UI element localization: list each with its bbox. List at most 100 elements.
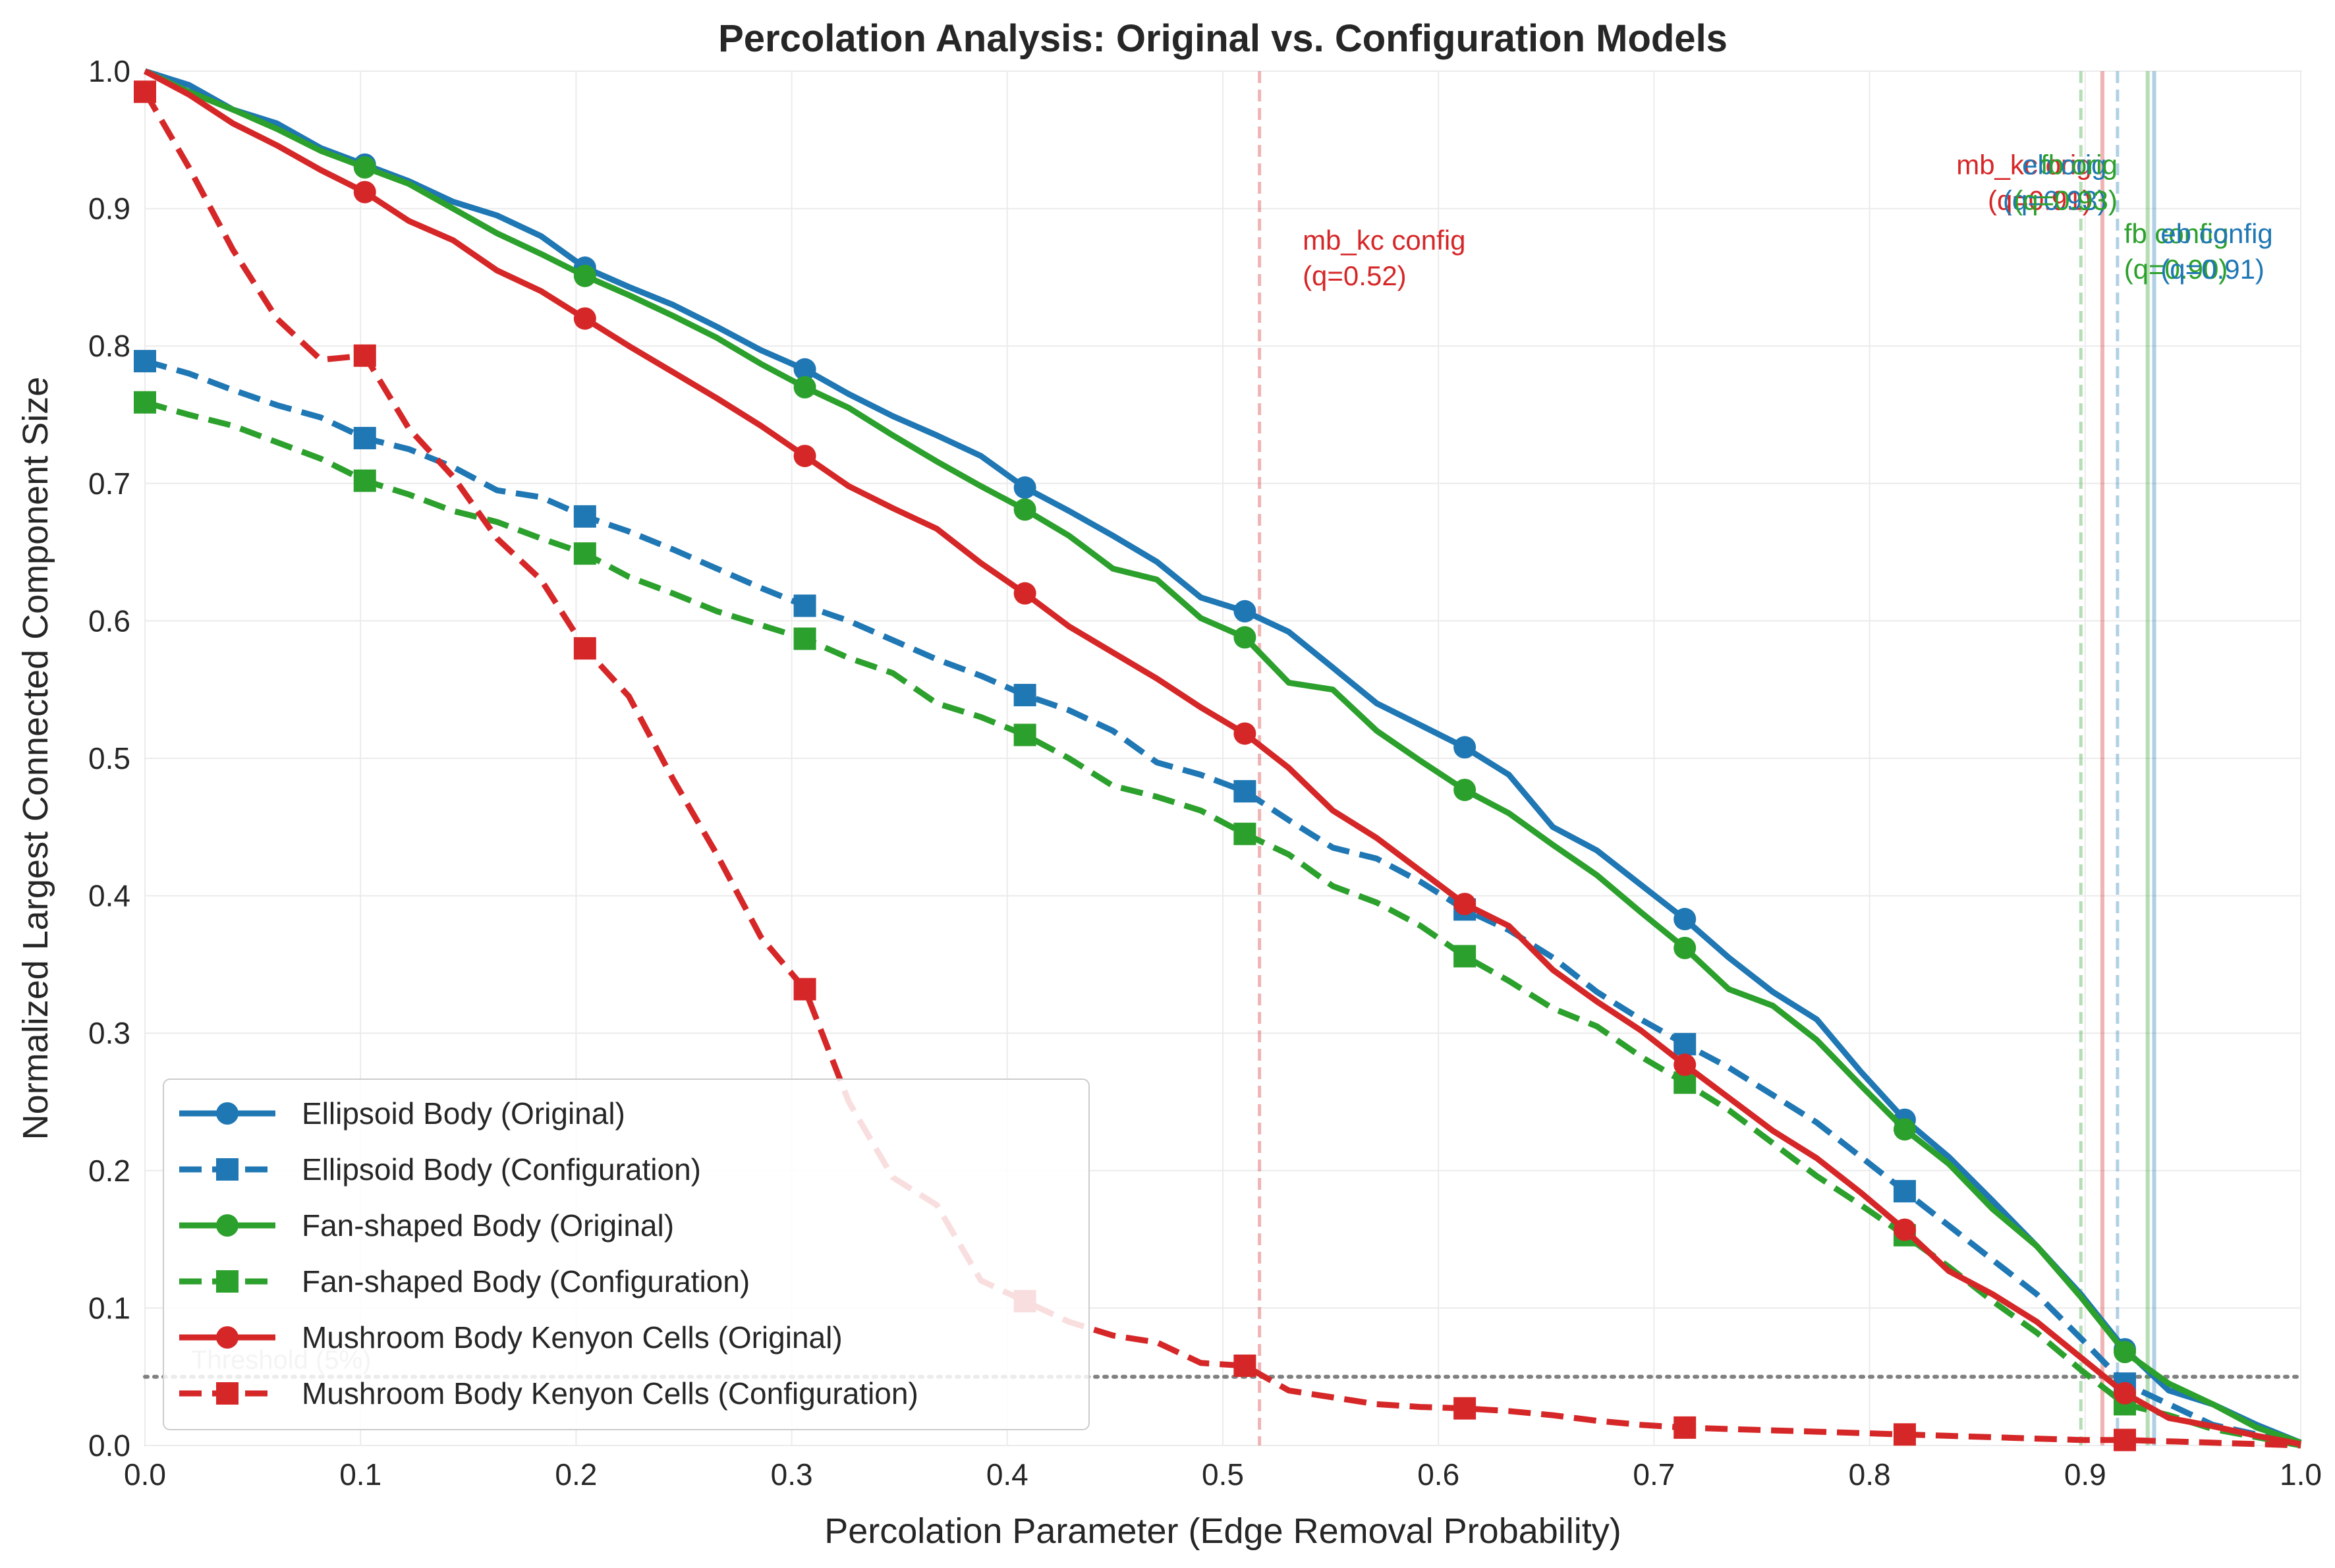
- data-point: [353, 156, 376, 179]
- legend-label: Ellipsoid Body (Original): [302, 1096, 625, 1131]
- data-point: [1674, 1032, 1697, 1055]
- series-line: [144, 68, 2302, 1446]
- series-line: [143, 69, 2301, 1447]
- series-line: [142, 90, 2301, 1449]
- legend: Ellipsoid Body (Original) Ellipsoid Body …: [163, 1078, 1090, 1430]
- legend-box: [163, 1078, 1090, 1430]
- data-point: [1453, 945, 1477, 968]
- x-axis-label: Percolation Parameter (Edge Removal Prob…: [824, 1511, 1621, 1551]
- series-line: [144, 399, 2301, 1449]
- data-point: [1013, 476, 1036, 499]
- series-line: [144, 68, 2302, 1445]
- data-point: [1233, 722, 1256, 745]
- y-tick-label: 0.7: [88, 466, 130, 501]
- data-point: [353, 426, 376, 449]
- x-tick-labels: 0.0 0.1 0.2 0.3 0.4 0.5 0.6 0.7 0.8 0.9 1.0: [124, 1457, 2322, 1492]
- annotation-value: (q=0.91): [2160, 254, 2265, 285]
- series-4: [143, 69, 2301, 1447]
- annotation-label: eb config: [2160, 218, 2272, 249]
- y-tick-label: 1.0: [88, 54, 130, 88]
- legend-label: Fan-shaped Body (Configuration): [302, 1264, 750, 1299]
- y-tick-labels: 0.0 0.1 0.2 0.3 0.4 0.5 0.6 0.7 0.8 0.9 1.0: [88, 54, 130, 1463]
- annotation-label: fb config: [2124, 218, 2229, 249]
- annotation-value: (q=0.91): [1988, 184, 2092, 215]
- data-point: [793, 627, 816, 650]
- data-point: [573, 542, 596, 565]
- data-point: [1013, 684, 1036, 707]
- data-point: [573, 505, 596, 528]
- x-tick-label: 0.5: [1202, 1457, 1244, 1492]
- data-point: [353, 181, 376, 204]
- series-2: [144, 68, 2302, 1446]
- data-point: [1453, 736, 1477, 759]
- x-tick-label: 0.3: [771, 1457, 813, 1492]
- y-tick-label: 0.4: [88, 879, 130, 913]
- data-point: [1233, 822, 1256, 845]
- data-point: [793, 445, 816, 468]
- legend-label: Ellipsoid Body (Configuration): [302, 1152, 701, 1187]
- data-point: [353, 469, 376, 492]
- y-tick-label: 0.5: [88, 741, 130, 775]
- data-point: [1893, 1180, 1916, 1203]
- data-point: [134, 391, 156, 414]
- data-point: [1674, 1053, 1697, 1077]
- data-point: [1233, 780, 1256, 803]
- y-axis-label: Normalized Largest Connected Component S…: [16, 377, 55, 1140]
- data-point: [1674, 936, 1697, 959]
- data-point: [1893, 1118, 1916, 1141]
- x-tick-label: 0.7: [1633, 1457, 1675, 1492]
- y-tick-label: 0.0: [88, 1428, 130, 1463]
- y-tick-label: 0.3: [88, 1016, 130, 1050]
- annotation-value: (q=0.52): [1303, 260, 1407, 291]
- series-layer: [134, 68, 2302, 1451]
- y-tick-label: 0.1: [88, 1291, 130, 1325]
- data-point: [216, 1102, 239, 1125]
- annotation-label: eb orig: [2022, 149, 2106, 180]
- y-tick-label: 0.9: [88, 192, 130, 226]
- data-point: [1233, 626, 1256, 649]
- data-point: [573, 307, 596, 330]
- data-point: [216, 1382, 239, 1405]
- annotation-label: mb_kc config: [1303, 225, 1465, 256]
- data-point: [793, 594, 816, 617]
- data-point: [1453, 778, 1477, 801]
- x-tick-label: 0.2: [555, 1457, 597, 1492]
- annotation-value: (q=0.90): [2124, 254, 2228, 285]
- data-point: [1453, 893, 1477, 916]
- data-point: [573, 264, 596, 287]
- data-point: [1013, 723, 1036, 746]
- data-point: [793, 376, 816, 399]
- data-point: [1674, 908, 1697, 931]
- critical-point-lines: [1258, 71, 2156, 1445]
- data-point: [216, 1214, 239, 1237]
- annotation-label: fb orig: [2040, 149, 2118, 180]
- x-tick-label: 0.4: [986, 1457, 1028, 1492]
- annotation-value: (q=0.93): [2003, 184, 2107, 215]
- chart-title: Percolation Analysis: Original vs. Confi…: [718, 17, 1728, 60]
- data-point: [793, 978, 816, 1001]
- data-point: [793, 358, 816, 381]
- annotation-value: (q=0.93): [2013, 184, 2118, 215]
- data-point: [134, 350, 156, 373]
- data-point: [216, 1326, 239, 1349]
- data-point: [1233, 1355, 1256, 1378]
- legend-label: Mushroom Body Kenyon Cells (Original): [302, 1320, 843, 1355]
- data-point: [2114, 1382, 2137, 1405]
- x-tick-label: 0.8: [1849, 1457, 1891, 1492]
- annotations: mb_kc config (q=0.52) mb_kc orig (q=0.91) eb…: [1303, 149, 2273, 291]
- legend-label: Fan-shaped Body (Original): [302, 1208, 674, 1243]
- y-tick-label: 0.6: [88, 603, 130, 638]
- data-point: [1674, 1416, 1697, 1439]
- data-point: [1013, 582, 1036, 605]
- x-tick-label: 1.0: [2280, 1457, 2322, 1492]
- data-point: [2114, 1341, 2137, 1364]
- data-point: [1453, 1397, 1477, 1420]
- y-tick-label: 0.2: [88, 1154, 130, 1188]
- y-tick-label: 0.8: [88, 329, 130, 363]
- data-point: [134, 80, 156, 103]
- x-tick-label: 0.1: [339, 1457, 381, 1492]
- legend-label: Mushroom Body Kenyon Cells (Configuratio…: [302, 1376, 918, 1411]
- data-point: [1893, 1423, 1916, 1446]
- data-point: [1233, 600, 1256, 623]
